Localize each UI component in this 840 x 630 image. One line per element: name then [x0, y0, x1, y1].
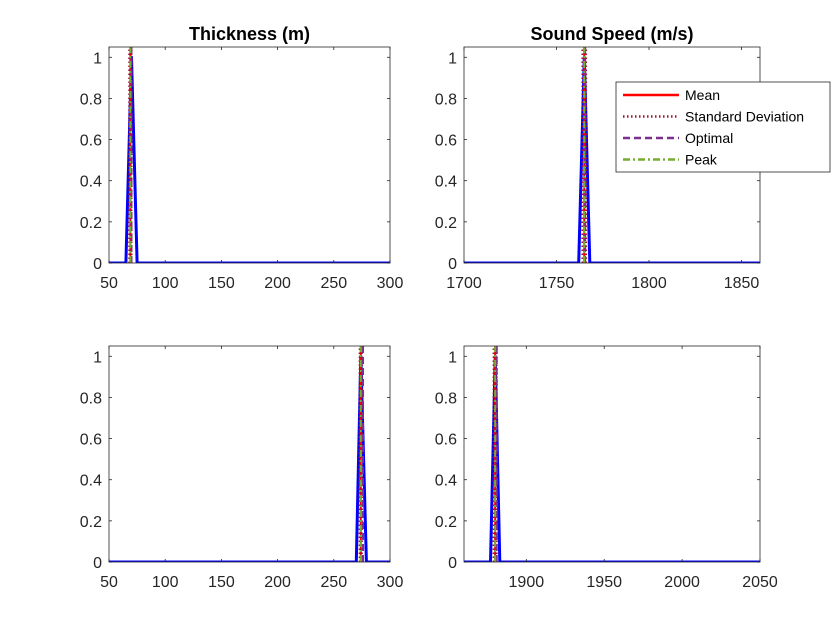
legend-box	[615, 81, 831, 173]
x-tick-label: 100	[152, 275, 179, 292]
x-tick-label: 50	[100, 275, 118, 292]
data-layer	[109, 346, 390, 562]
plot-area	[464, 346, 760, 562]
x-tick-label: 2050	[742, 574, 778, 591]
y-tick-label: 0.2	[435, 514, 457, 531]
x-tick-label: 100	[152, 574, 179, 591]
x-tick-label: 1850	[724, 275, 760, 292]
plot-area	[109, 346, 390, 562]
x-tick-label: 1900	[509, 574, 545, 591]
x-tick-label: 1750	[539, 275, 575, 292]
subplot-2: 1700 1750 1800 1850 0 0.2 0.4 0.6 0.8 1 Sound Spee…	[435, 24, 831, 292]
plot-area	[109, 47, 390, 263]
x-tick-label: 250	[320, 574, 347, 591]
axes-frame	[463, 345, 761, 563]
y-tick-label: 1	[448, 349, 457, 366]
y-tick-label: 0	[448, 256, 457, 273]
y-tick-label: 0	[93, 555, 102, 572]
y-tick-label: 0.8	[435, 390, 457, 407]
x-tick-label: 1800	[631, 275, 667, 292]
x-tick-label: 300	[377, 574, 404, 591]
x-tick-label: 150	[208, 275, 235, 292]
subplot-3: 50 100 150 200 250 300 0 0.2 0.4 0.6 0.8 1	[80, 345, 404, 591]
x-tick-label: 200	[264, 275, 291, 292]
axes-frame	[108, 345, 391, 563]
data-layer	[464, 47, 760, 263]
y-tick-label: 0.6	[435, 133, 457, 150]
axes-frame	[108, 46, 391, 264]
x-tick-label: 300	[377, 275, 404, 292]
y-tick-label: 0.4	[435, 473, 457, 490]
y-tick-label: 0.4	[435, 174, 457, 191]
x-tick-label: 150	[208, 574, 235, 591]
legend-label: Standard Deviation	[685, 109, 804, 125]
y-tick-label: 0.2	[80, 514, 102, 531]
y-tick-label: 0.6	[80, 133, 102, 150]
y-tick-label: 0.4	[80, 473, 102, 490]
y-tick-label: 1	[448, 50, 457, 67]
data-layer	[109, 47, 390, 263]
y-tick-label: 0.4	[80, 174, 102, 191]
y-tick-label: 0.8	[435, 91, 457, 108]
legend: Mean Standard Deviation Optimal Peak	[615, 81, 831, 173]
subplot-title: Thickness (m)	[189, 24, 310, 44]
x-tick-label: 1700	[446, 275, 482, 292]
distribution-line	[109, 55, 390, 263]
legend-label: Optimal	[685, 130, 733, 146]
y-tick-label: 0.8	[80, 91, 102, 108]
y-tick-label: 0.6	[435, 432, 457, 449]
y-tick-label: 1	[93, 349, 102, 366]
legend-label: Mean	[685, 87, 720, 103]
subplot-1: 50 100 150 200 250 300 0 0.2 0.4 0.6 0.8 1 Thickness…	[80, 24, 404, 292]
data-layer	[464, 346, 760, 562]
subplot-4: 1900 1950 2000 2050 0 0.2 0.4 0.6 0.8 1	[435, 345, 778, 591]
y-tick-label: 0	[448, 555, 457, 572]
x-tick-label: 200	[264, 574, 291, 591]
y-tick-label: 1	[93, 50, 102, 67]
legend-label: Peak	[685, 152, 718, 168]
y-tick-label: 0.6	[80, 432, 102, 449]
y-tick-label: 0.2	[435, 215, 457, 232]
y-tick-label: 0.8	[80, 390, 102, 407]
x-tick-label: 2000	[664, 574, 700, 591]
x-tick-label: 1950	[586, 574, 622, 591]
x-tick-label: 50	[100, 574, 118, 591]
subplot-title: Sound Speed (m/s)	[530, 24, 693, 44]
y-tick-label: 0	[93, 256, 102, 273]
x-tick-label: 250	[320, 275, 347, 292]
y-tick-label: 0.2	[80, 215, 102, 232]
